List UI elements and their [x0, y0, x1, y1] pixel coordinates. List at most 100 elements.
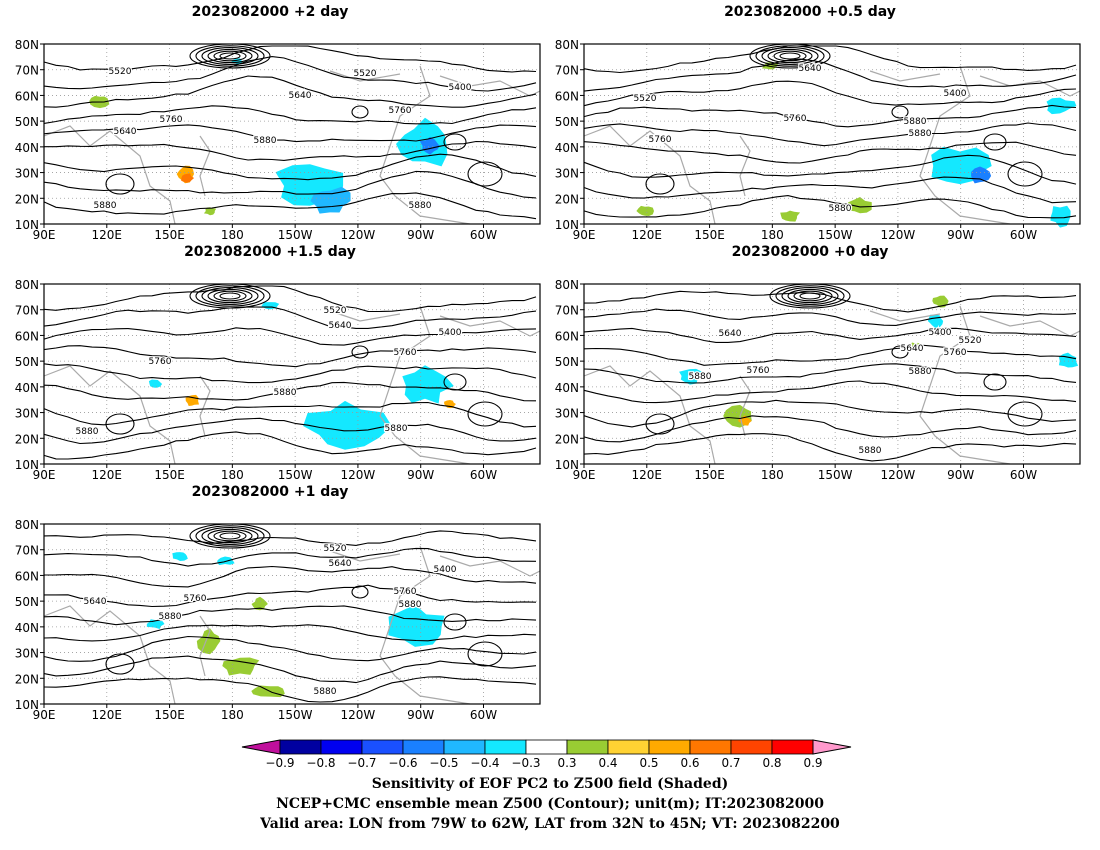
- lon-tick-label: 90W: [407, 708, 434, 721]
- colorbar-swatch: [484, 739, 527, 755]
- panel-title: 2023082000 +1 day: [191, 484, 349, 500]
- lat-tick-label: 10N: [555, 458, 579, 472]
- shading-patch: [251, 685, 285, 698]
- lon-tick-label: 60W: [1010, 228, 1037, 241]
- panel-title: 2023082000 +0 day: [731, 244, 889, 260]
- contour-cell: [351, 105, 369, 119]
- lat-tick-label: 80N: [15, 38, 39, 52]
- contour-line: [43, 45, 537, 73]
- plot-frame: [43, 523, 541, 705]
- lon-tick-label: 150W: [818, 228, 853, 241]
- colorbar-swatch: [525, 739, 568, 755]
- lat-tick-label: 30N: [15, 167, 39, 181]
- colorbar-tick-label: −0.6: [388, 756, 417, 770]
- contour-label: 5880: [385, 424, 408, 434]
- lat-tick-label: 10N: [15, 458, 39, 472]
- lon-tick-label: 90E: [573, 228, 596, 241]
- contour-cell: [467, 401, 503, 427]
- lat-tick-label: 20N: [555, 192, 579, 206]
- lon-tick-label: 180: [221, 228, 244, 241]
- contour-ring: [793, 290, 827, 302]
- contour-label: 5520: [109, 67, 132, 77]
- lon-tick-label: 90E: [573, 468, 596, 481]
- panel-plus0p5day: 2023082000 +0.5 day 5520 5640 5400 5760 5880…: [540, 4, 1081, 241]
- lon-tick-label: 120W: [341, 228, 376, 241]
- lat-tick-label: 70N: [555, 64, 579, 78]
- shading-patch: [1046, 97, 1077, 115]
- shading-patch: [636, 205, 654, 216]
- contour-ring: [773, 50, 807, 62]
- contour-label: 5520: [324, 306, 347, 316]
- colorbar-swatch: [689, 739, 732, 755]
- lon-tick-label: 90W: [407, 228, 434, 241]
- map-plus2day: 5520 5400 5640 5520 5760 5640 5760 5880 5880 5880…: [15, 38, 541, 241]
- contour-ring: [201, 47, 259, 65]
- contour-label: 5400: [439, 328, 462, 338]
- colorbar-swatch: [320, 739, 363, 755]
- coastlines: [43, 545, 541, 705]
- lat-tick-label: 30N: [555, 167, 579, 181]
- lat-tick-label: 10N: [15, 698, 39, 712]
- contour-cell: [443, 373, 467, 391]
- z500-contours: [583, 283, 1077, 462]
- colorbar-tick-label: 0.5: [639, 756, 658, 770]
- contour-line: [43, 170, 537, 199]
- lat-tick-label: 70N: [15, 304, 39, 318]
- coastlines: [43, 305, 541, 465]
- shading-patch: [222, 657, 260, 676]
- contour-line: [43, 345, 537, 368]
- contour-ring: [787, 288, 833, 304]
- lat-tick-label: 10N: [15, 218, 39, 232]
- contour-label: 5640: [901, 344, 924, 354]
- contour-cell: [443, 613, 467, 631]
- contour-cell: [467, 641, 503, 667]
- colorbar-swatch: [443, 739, 486, 755]
- z500-contours: [43, 43, 537, 220]
- contour-ring: [195, 45, 265, 67]
- coastlines: [583, 305, 1081, 465]
- lat-tick-label: 10N: [555, 218, 579, 232]
- contour-label: 5400: [929, 328, 952, 338]
- contour-label: 5400: [434, 565, 457, 575]
- caption-line-1: Sensitivity of EOF PC2 to Z500 field (Sh…: [371, 776, 729, 792]
- lat-tick-label: 60N: [555, 329, 579, 343]
- lon-tick-label: 60W: [470, 228, 497, 241]
- shading-patch: [148, 379, 163, 388]
- contour-ring: [755, 45, 825, 67]
- contour-label: 5640: [329, 321, 352, 331]
- contour-cell: [983, 133, 1007, 151]
- contour-ring: [207, 528, 253, 544]
- colorbar-tick-label: 0.4: [598, 756, 617, 770]
- contour-line: [583, 141, 1077, 164]
- contour-label: 5640: [719, 329, 742, 339]
- lat-tick-label: 30N: [15, 647, 39, 661]
- lat-tick-label: 80N: [555, 38, 579, 52]
- plot-frame: [43, 283, 541, 465]
- contour-line: [43, 655, 537, 684]
- lat-tick-label: 20N: [15, 192, 39, 206]
- contour-line: [43, 363, 537, 384]
- contour-cell: [351, 345, 369, 359]
- contour-line: [43, 624, 537, 642]
- contour-cell: [1007, 161, 1043, 187]
- plot-frame: [583, 283, 1081, 465]
- lat-tick-label: 60N: [555, 89, 579, 103]
- lat-tick-label: 40N: [555, 141, 579, 155]
- contour-line: [583, 380, 1077, 404]
- contour-cell: [983, 373, 1007, 391]
- contour-cell: [645, 413, 675, 435]
- colorbar-swatch: [361, 739, 404, 755]
- lat-tick-label: 40N: [15, 621, 39, 635]
- contour-cell: [467, 161, 503, 187]
- contour-label: 5520: [959, 336, 982, 346]
- lat-tick-label: 50N: [15, 355, 39, 369]
- shading-patch: [172, 552, 188, 561]
- contour-line: [583, 195, 1077, 219]
- contour-label: 5760: [747, 366, 770, 376]
- z500-contours: [43, 283, 537, 460]
- map-plus0day: 5640 5400 5520 5640 5760 5760 5880 5880 5880 80N 7…: [555, 278, 1081, 481]
- contour-line: [583, 290, 1077, 313]
- colorbar-tick-label: 0.8: [762, 756, 781, 770]
- contour-cell: [891, 345, 909, 359]
